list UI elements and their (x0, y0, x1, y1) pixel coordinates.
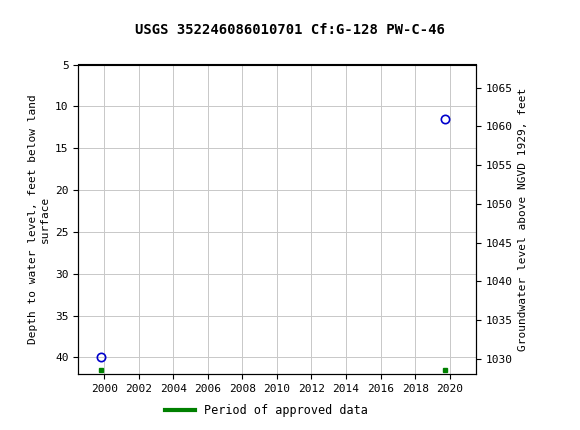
Legend: Period of approved data: Period of approved data (161, 399, 373, 422)
Y-axis label: Depth to water level, feet below land
surface: Depth to water level, feet below land su… (28, 95, 49, 344)
Text: ≡USGS: ≡USGS (3, 9, 79, 28)
Text: USGS 352246086010701 Cf:G-128 PW-C-46: USGS 352246086010701 Cf:G-128 PW-C-46 (135, 22, 445, 37)
Y-axis label: Groundwater level above NGVD 1929, feet: Groundwater level above NGVD 1929, feet (518, 88, 528, 351)
